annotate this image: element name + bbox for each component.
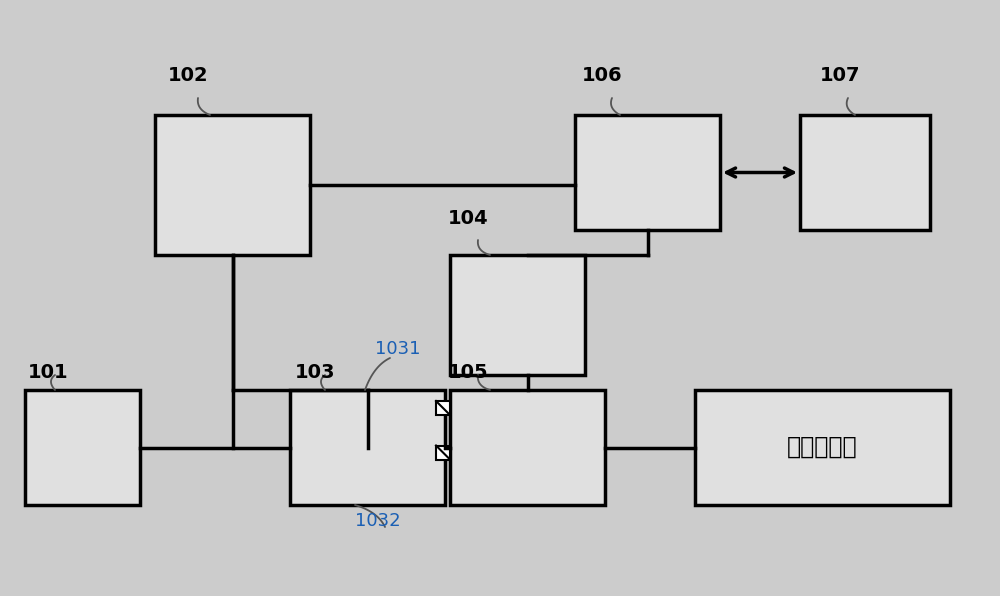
Bar: [450, 390, 605, 505]
Text: 105: 105: [448, 363, 489, 382]
Text: 101: 101: [28, 363, 69, 382]
Text: 104: 104: [448, 209, 489, 228]
Bar: [155, 115, 310, 255]
Text: 1031: 1031: [375, 340, 420, 358]
Text: 1032: 1032: [355, 512, 401, 530]
Text: 后处理模块: 后处理模块: [787, 435, 857, 459]
Text: 107: 107: [820, 66, 860, 85]
Text: 106: 106: [582, 66, 623, 85]
Bar: [25, 390, 140, 505]
Bar: [436, 445, 450, 460]
Bar: [450, 255, 585, 375]
Bar: [436, 401, 450, 415]
Bar: [800, 115, 930, 230]
Bar: [575, 115, 720, 230]
Text: 102: 102: [168, 66, 209, 85]
Bar: [695, 390, 950, 505]
Text: 103: 103: [295, 363, 336, 382]
Bar: [290, 390, 445, 505]
